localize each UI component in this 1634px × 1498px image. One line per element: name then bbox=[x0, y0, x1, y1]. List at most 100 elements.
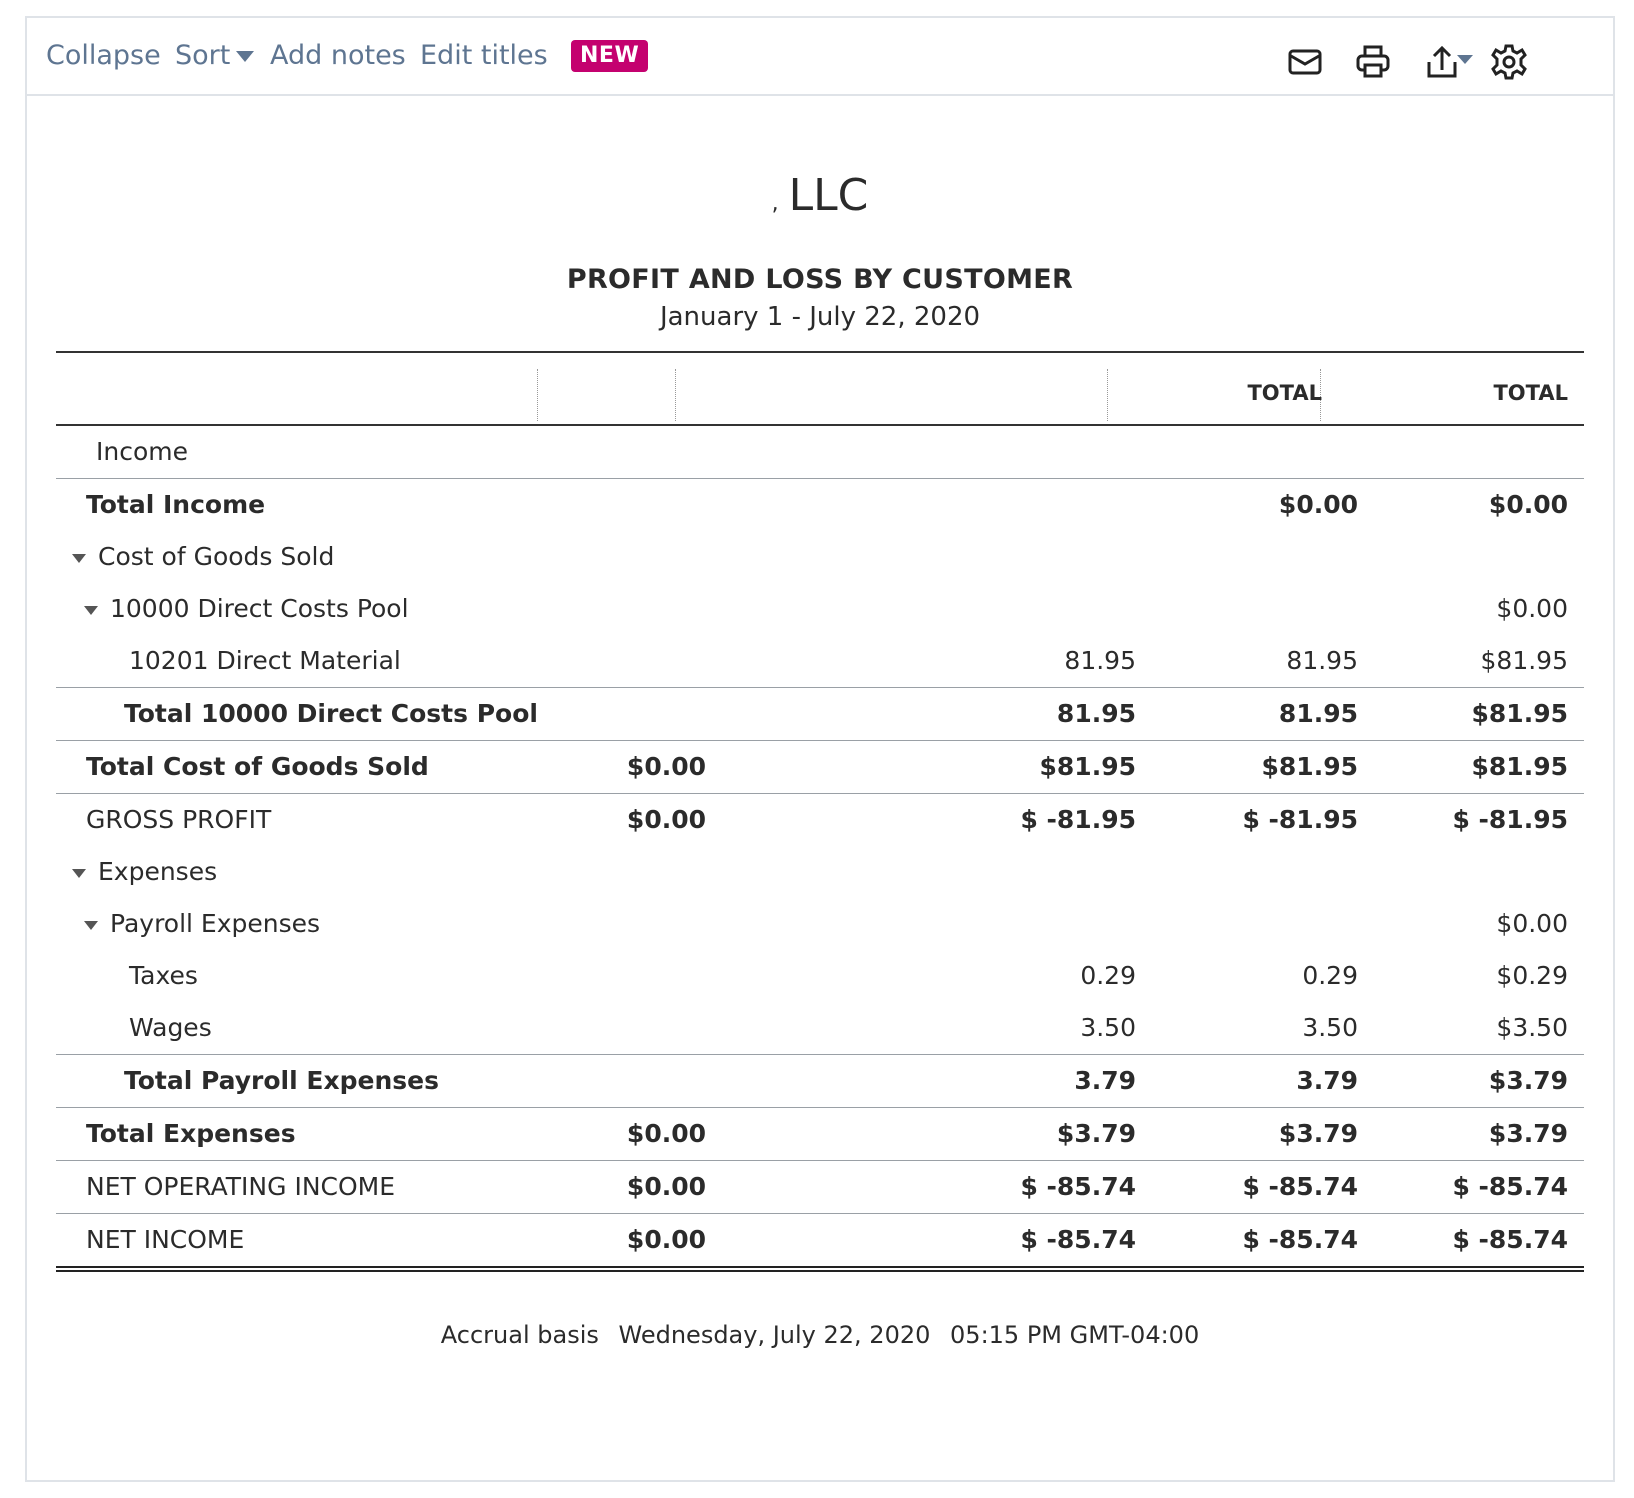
row-label[interactable]: Cost of Goods Sold bbox=[72, 542, 334, 571]
row-label[interactable]: Wages bbox=[129, 1013, 212, 1042]
cell-value[interactable]: 3.50 bbox=[1080, 1013, 1136, 1042]
edit-titles-button[interactable]: Edit titles bbox=[420, 40, 548, 71]
cell-value[interactable]: $0.00 bbox=[1496, 909, 1568, 938]
column-divider[interactable] bbox=[1107, 369, 1108, 421]
cell-value[interactable]: 0.29 bbox=[1080, 961, 1136, 990]
cell-value[interactable]: $0.00 bbox=[626, 1225, 706, 1254]
cell-value[interactable]: $3.79 bbox=[1278, 1119, 1358, 1148]
column-divider[interactable] bbox=[675, 369, 676, 421]
cell-value[interactable]: 81.95 bbox=[1056, 699, 1136, 728]
collapse-triangle-icon[interactable] bbox=[84, 920, 98, 930]
cell-value[interactable]: $0.00 bbox=[626, 1119, 706, 1148]
report-panel: Collapse Sort Add notes Edit titles NEW … bbox=[25, 16, 1615, 1482]
collapse-triangle-icon[interactable] bbox=[72, 553, 86, 563]
cell-value[interactable]: $81.95 bbox=[1471, 699, 1568, 728]
cell-value[interactable]: $81.95 bbox=[1261, 752, 1358, 781]
cell-value[interactable]: $ -85.74 bbox=[1452, 1172, 1568, 1201]
cell-value[interactable]: 3.79 bbox=[1296, 1066, 1358, 1095]
cell-value[interactable]: $81.95 bbox=[1480, 646, 1568, 675]
table-row: Total 10000 Direct Costs Pool 81.95 81.9… bbox=[56, 688, 1584, 741]
table-row: Expenses bbox=[56, 846, 1584, 898]
cell-value[interactable]: $0.00 bbox=[1496, 594, 1568, 623]
cell-value[interactable]: $0.00 bbox=[1278, 490, 1358, 519]
company-name: , LLC bbox=[27, 170, 1613, 221]
report-toolbar: Collapse Sort Add notes Edit titles NEW bbox=[27, 18, 1613, 96]
row-label-text: Cost of Goods Sold bbox=[98, 542, 335, 571]
cell-value[interactable]: 81.95 bbox=[1064, 646, 1136, 675]
cell-value[interactable]: $0.00 bbox=[626, 805, 706, 834]
row-label[interactable]: Total 10000 Direct Costs Pool bbox=[124, 699, 538, 728]
row-label[interactable]: NET OPERATING INCOME bbox=[86, 1172, 396, 1201]
row-label[interactable]: Total Expenses bbox=[86, 1119, 296, 1148]
table-row: 10201 Direct Material 81.95 81.95 $81.95 bbox=[56, 635, 1584, 688]
cell-value[interactable]: $0.00 bbox=[626, 752, 706, 781]
row-label[interactable]: Taxes bbox=[129, 961, 198, 990]
row-label[interactable]: Total Income bbox=[86, 490, 266, 519]
cell-value[interactable]: $ -85.74 bbox=[1452, 1225, 1568, 1254]
cell-value[interactable]: 0.29 bbox=[1302, 961, 1358, 990]
cell-value[interactable]: 3.50 bbox=[1302, 1013, 1358, 1042]
table-row: 10000 Direct Costs Pool $0.00 bbox=[56, 583, 1584, 635]
row-label-text: Payroll Expenses bbox=[110, 909, 321, 938]
cell-value[interactable]: $ -85.74 bbox=[1020, 1172, 1136, 1201]
column-divider[interactable] bbox=[1320, 369, 1321, 421]
sort-label: Sort bbox=[175, 40, 231, 71]
cell-value[interactable]: 3.79 bbox=[1074, 1066, 1136, 1095]
collapse-triangle-icon[interactable] bbox=[72, 868, 86, 878]
table-row: Total Cost of Goods Sold $0.00 $81.95 $8… bbox=[56, 741, 1584, 794]
company-label: LLC bbox=[788, 170, 869, 221]
cell-value[interactable]: $81.95 bbox=[1471, 752, 1568, 781]
cell-value[interactable]: $81.95 bbox=[1039, 752, 1136, 781]
cell-value[interactable]: $ -81.95 bbox=[1452, 805, 1568, 834]
print-icon[interactable] bbox=[1353, 42, 1393, 82]
company-prefix: , bbox=[771, 191, 779, 216]
cell-value[interactable]: $0.00 bbox=[626, 1172, 706, 1201]
collapse-button[interactable]: Collapse bbox=[46, 40, 161, 71]
table-row: Cost of Goods Sold bbox=[56, 531, 1584, 583]
cell-value[interactable]: $3.79 bbox=[1056, 1119, 1136, 1148]
row-label[interactable]: Income bbox=[96, 437, 188, 466]
gear-icon[interactable] bbox=[1489, 42, 1529, 82]
sort-button[interactable]: Sort bbox=[175, 40, 255, 71]
cell-value[interactable]: $0.00 bbox=[1488, 490, 1568, 519]
add-notes-button[interactable]: Add notes bbox=[270, 40, 406, 71]
table-row: Wages 3.50 3.50 $3.50 bbox=[56, 1002, 1584, 1055]
row-label[interactable]: 10000 Direct Costs Pool bbox=[84, 594, 409, 623]
row-label[interactable]: Payroll Expenses bbox=[84, 909, 320, 938]
column-header-total-2[interactable]: TOTAL bbox=[1493, 381, 1568, 405]
row-label[interactable]: NET INCOME bbox=[86, 1225, 245, 1254]
cell-value[interactable]: $3.79 bbox=[1488, 1119, 1568, 1148]
row-label[interactable]: Expenses bbox=[72, 857, 217, 886]
cell-value[interactable]: 81.95 bbox=[1278, 699, 1358, 728]
table-row: GROSS PROFIT $0.00 $ -81.95 $ -81.95 $ -… bbox=[56, 794, 1584, 846]
row-label[interactable]: Total Cost of Goods Sold bbox=[86, 752, 429, 781]
row-label[interactable]: Total Payroll Expenses bbox=[124, 1066, 439, 1095]
collapse-triangle-icon[interactable] bbox=[84, 605, 98, 615]
column-header-total[interactable]: TOTAL bbox=[1247, 381, 1322, 405]
cell-value[interactable]: $0.29 bbox=[1496, 961, 1568, 990]
table-row: NET INCOME $0.00 $ -85.74 $ -85.74 $ -85… bbox=[56, 1214, 1584, 1266]
cell-value[interactable]: $ -81.95 bbox=[1020, 805, 1136, 834]
column-divider[interactable] bbox=[537, 369, 538, 421]
cell-value[interactable]: $3.79 bbox=[1488, 1066, 1568, 1095]
accounting-basis: Accrual basis bbox=[440, 1321, 599, 1349]
cell-value[interactable]: $ -85.74 bbox=[1020, 1225, 1136, 1254]
report-run-time: 05:15 PM GMT-04:00 bbox=[950, 1321, 1200, 1349]
cell-value[interactable]: $ -85.74 bbox=[1242, 1172, 1358, 1201]
row-label[interactable]: 10201 Direct Material bbox=[129, 646, 401, 675]
table-row: Taxes 0.29 0.29 $0.29 bbox=[56, 950, 1584, 1002]
table-row: Income bbox=[56, 426, 1584, 479]
report-run-date: Wednesday, July 22, 2020 bbox=[618, 1321, 931, 1349]
table-row: Payroll Expenses $0.00 bbox=[56, 898, 1584, 950]
cell-value[interactable]: 81.95 bbox=[1286, 646, 1358, 675]
mail-icon[interactable] bbox=[1285, 42, 1325, 82]
table-row: Total Expenses $0.00 $3.79 $3.79 $3.79 bbox=[56, 1108, 1584, 1161]
table-row: NET OPERATING INCOME $0.00 $ -85.74 $ -8… bbox=[56, 1161, 1584, 1214]
export-icon[interactable] bbox=[1423, 42, 1475, 82]
cell-value[interactable]: $ -85.74 bbox=[1242, 1225, 1358, 1254]
cell-value[interactable]: $ -81.95 bbox=[1242, 805, 1358, 834]
report-date-range: January 1 - July 22, 2020 bbox=[659, 302, 981, 332]
row-label[interactable]: GROSS PROFIT bbox=[86, 805, 272, 834]
chevron-down-icon bbox=[236, 51, 255, 62]
cell-value[interactable]: $3.50 bbox=[1496, 1013, 1568, 1042]
